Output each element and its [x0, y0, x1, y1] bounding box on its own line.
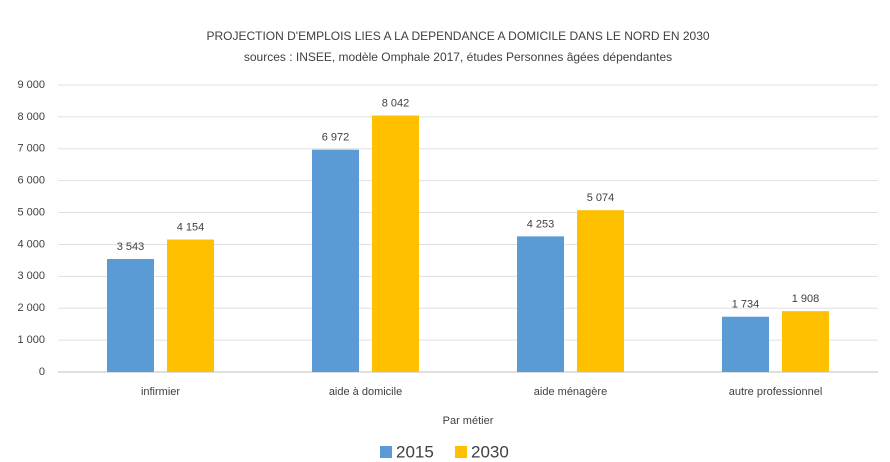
x-tick-label: aide ménagère: [534, 386, 607, 398]
value-label: 6 972: [322, 132, 350, 144]
legend-label: 2015: [396, 442, 434, 461]
bar: [722, 316, 769, 372]
y-tick-label: 0: [39, 366, 45, 378]
bar: [782, 311, 829, 372]
x-axis-label: Par métier: [443, 415, 494, 427]
legend-label: 2030: [471, 442, 509, 461]
value-label: 4 253: [527, 218, 555, 230]
y-tick-label: 4 000: [17, 238, 45, 250]
x-tick-label: aide à domicile: [329, 386, 402, 398]
y-tick-label: 3 000: [17, 270, 45, 282]
bar: [372, 115, 419, 372]
chart-title: PROJECTION D'EMPLOIS LIES A LA DEPENDANC…: [206, 29, 709, 43]
value-label: 8 042: [382, 97, 410, 109]
legend-swatch: [380, 446, 392, 458]
x-tick-label: autre professionnel: [729, 386, 823, 398]
value-label: 3 543: [117, 241, 145, 253]
y-tick-label: 1 000: [17, 334, 45, 346]
bar: [167, 239, 214, 372]
y-tick-label: 7 000: [17, 143, 45, 155]
y-tick-label: 8 000: [17, 111, 45, 123]
y-tick-label: 6 000: [17, 175, 45, 187]
bar: [517, 236, 564, 372]
legend-swatch: [455, 446, 467, 458]
value-label: 1 734: [732, 299, 760, 311]
value-label: 4 154: [177, 221, 205, 233]
x-tick-label: infirmier: [141, 386, 180, 398]
chart-subtitle: sources : INSEE, modèle Omphale 2017, ét…: [244, 50, 672, 64]
y-tick-label: 5 000: [17, 206, 45, 218]
y-tick-label: 9 000: [17, 79, 45, 91]
bar: [312, 149, 359, 372]
y-tick-label: 2 000: [17, 302, 45, 314]
bar: [577, 210, 624, 372]
value-label: 5 074: [587, 192, 615, 204]
bar: [107, 259, 154, 372]
value-label: 1 908: [792, 293, 820, 305]
